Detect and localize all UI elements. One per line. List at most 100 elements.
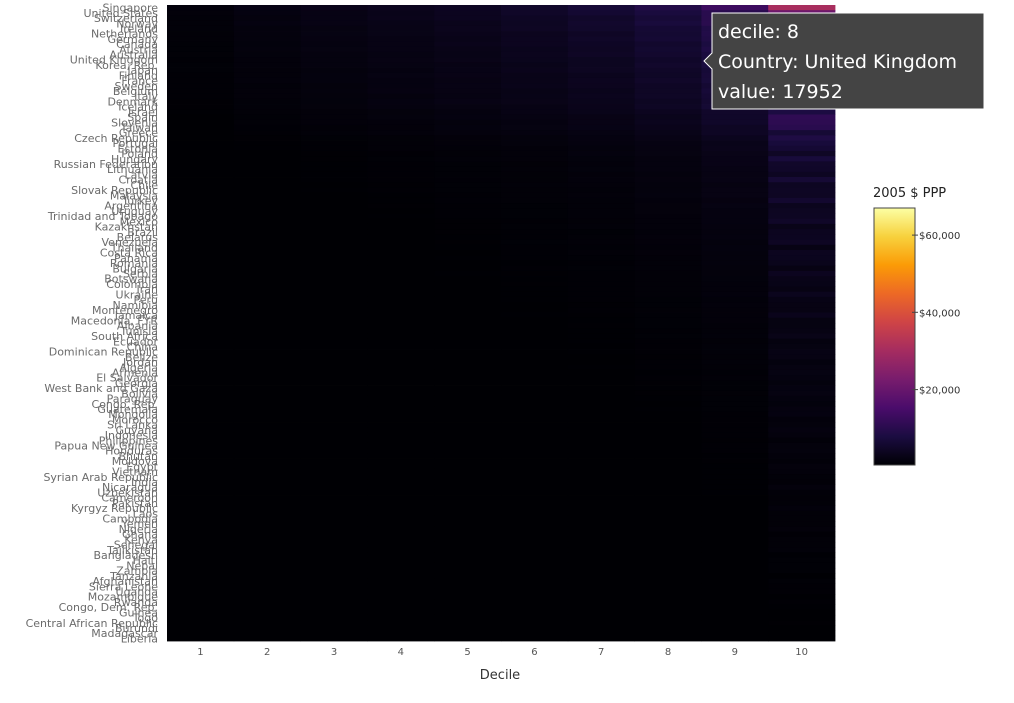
heatmap-cell[interactable] (167, 208, 235, 214)
heatmap-cell[interactable] (300, 500, 368, 506)
heatmap-cell[interactable] (167, 568, 235, 574)
heatmap-cell[interactable] (167, 468, 235, 475)
heatmap-cell[interactable] (768, 354, 836, 360)
heatmap-cell[interactable] (768, 515, 836, 522)
heatmap-cell[interactable] (367, 526, 435, 532)
heatmap-cell[interactable] (167, 20, 235, 27)
heatmap-cell[interactable] (300, 515, 368, 522)
heatmap-cell[interactable] (167, 338, 235, 345)
heatmap-cell[interactable] (300, 234, 368, 240)
heatmap-cell[interactable] (501, 208, 569, 214)
heatmap-cell[interactable] (167, 614, 235, 621)
heatmap-cell[interactable] (167, 536, 235, 543)
heatmap-cell[interactable] (167, 62, 235, 68)
heatmap-cell[interactable] (367, 369, 435, 376)
heatmap-cell[interactable] (567, 573, 635, 579)
heatmap-cell[interactable] (233, 369, 301, 376)
heatmap-cell[interactable] (501, 609, 569, 616)
heatmap-cell[interactable] (434, 547, 502, 553)
heatmap-cell[interactable] (567, 145, 635, 152)
heatmap-cell[interactable] (768, 541, 836, 548)
heatmap-cell[interactable] (768, 302, 836, 308)
heatmap-cell[interactable] (300, 573, 368, 579)
heatmap-cell[interactable] (634, 463, 702, 470)
heatmap-cell[interactable] (701, 369, 769, 376)
heatmap-cell[interactable] (768, 177, 836, 183)
heatmap-cell[interactable] (501, 145, 569, 152)
heatmap-cell[interactable] (367, 307, 435, 313)
heatmap-cell[interactable] (501, 281, 569, 287)
heatmap-cell[interactable] (501, 67, 569, 74)
heatmap-cell[interactable] (233, 557, 301, 564)
heatmap-cell[interactable] (367, 140, 435, 147)
heatmap-cell[interactable] (434, 276, 502, 282)
heatmap-cell[interactable] (567, 489, 635, 496)
heatmap-cell[interactable] (300, 536, 368, 543)
heatmap-cell[interactable] (367, 359, 435, 366)
heatmap-cell[interactable] (768, 317, 836, 324)
heatmap-cell[interactable] (434, 375, 502, 381)
heatmap-cell[interactable] (768, 156, 836, 162)
heatmap-cell[interactable] (501, 416, 569, 423)
heatmap-cell[interactable] (233, 609, 301, 616)
heatmap-cell[interactable] (367, 15, 435, 22)
heatmap-cell[interactable] (434, 20, 502, 27)
heatmap-cell[interactable] (167, 317, 235, 324)
heatmap-cell[interactable] (233, 161, 301, 167)
heatmap-cell[interactable] (167, 594, 235, 600)
heatmap-cell[interactable] (501, 10, 569, 16)
heatmap-cell[interactable] (367, 515, 435, 522)
heatmap-cell[interactable] (300, 526, 368, 532)
heatmap-cell[interactable] (701, 109, 769, 115)
heatmap-cell[interactable] (634, 41, 702, 48)
heatmap-cell[interactable] (233, 495, 301, 501)
heatmap-cell[interactable] (434, 588, 502, 595)
heatmap-cell[interactable] (233, 521, 301, 527)
heatmap-cell[interactable] (501, 41, 569, 48)
heatmap-cell[interactable] (701, 422, 769, 428)
heatmap-cell[interactable] (768, 307, 836, 313)
heatmap-cell[interactable] (300, 458, 368, 465)
heatmap-cell[interactable] (501, 192, 569, 199)
heatmap-cell[interactable] (567, 547, 635, 553)
heatmap-cell[interactable] (501, 489, 569, 496)
heatmap-cell[interactable] (701, 479, 769, 485)
heatmap-cell[interactable] (367, 270, 435, 277)
heatmap-cell[interactable] (634, 77, 702, 84)
heatmap-cell[interactable] (634, 260, 702, 267)
heatmap-cell[interactable] (501, 93, 569, 100)
heatmap-cell[interactable] (567, 135, 635, 141)
heatmap-cell[interactable] (501, 364, 569, 371)
heatmap-cell[interactable] (701, 359, 769, 366)
heatmap-cell[interactable] (233, 583, 301, 590)
heatmap-cell[interactable] (768, 562, 836, 569)
heatmap-cell[interactable] (167, 510, 235, 517)
heatmap-cell[interactable] (367, 380, 435, 386)
heatmap-cell[interactable] (634, 484, 702, 491)
heatmap-cell[interactable] (501, 468, 569, 475)
heatmap-cell[interactable] (300, 317, 368, 324)
heatmap-cell[interactable] (567, 536, 635, 543)
heatmap-cell[interactable] (768, 531, 836, 538)
heatmap-cell[interactable] (434, 625, 502, 631)
heatmap-cell[interactable] (768, 448, 836, 454)
heatmap-cell[interactable] (634, 583, 702, 590)
heatmap-cell[interactable] (367, 244, 435, 251)
heatmap-cell[interactable] (167, 156, 235, 162)
heatmap-cell[interactable] (434, 208, 502, 214)
heatmap-cell[interactable] (768, 380, 836, 386)
heatmap-cell[interactable] (300, 463, 368, 470)
heatmap-cell[interactable] (501, 51, 569, 58)
heatmap-cell[interactable] (167, 286, 235, 293)
heatmap-cell[interactable] (768, 510, 836, 517)
heatmap-cell[interactable] (233, 208, 301, 214)
heatmap-cell[interactable] (300, 208, 368, 214)
heatmap-cell[interactable] (501, 458, 569, 465)
heatmap-cell[interactable] (233, 192, 301, 199)
heatmap-cell[interactable] (701, 333, 769, 340)
heatmap-cell[interactable] (434, 500, 502, 506)
heatmap-cell[interactable] (167, 406, 235, 413)
heatmap-cell[interactable] (233, 510, 301, 517)
heatmap-cell[interactable] (367, 109, 435, 115)
heatmap-cell[interactable] (701, 213, 769, 220)
